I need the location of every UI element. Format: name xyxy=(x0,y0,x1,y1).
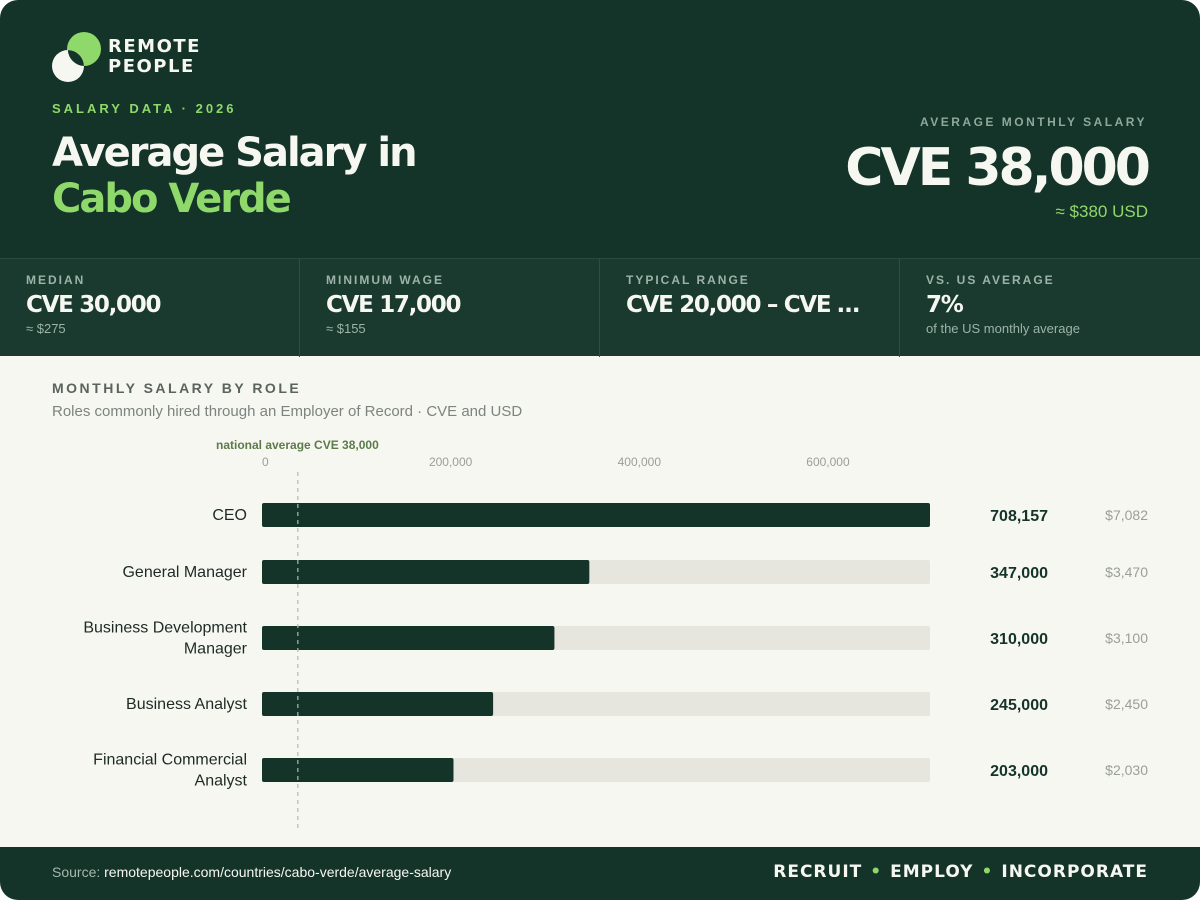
value-label: 203,000 xyxy=(990,763,1048,780)
tagline: RECRUIT • EMPLOY • INCORPORATE xyxy=(773,862,1148,882)
reference-line-label: national average CVE 38,000 xyxy=(216,438,379,452)
eyebrow-label: SALARY DATA · 2026 xyxy=(52,101,237,116)
stat-minimum-wage: MINIMUM WAGE CVE 17,000 ≈ $155 xyxy=(300,259,600,357)
chart-subtitle: Roles commonly hired through an Employer… xyxy=(52,403,523,420)
x-tick-label: 600,000 xyxy=(806,455,850,469)
usd-value-label: $2,450 xyxy=(1105,696,1148,712)
source-note: Source: remotepeople.com/countries/cabo-… xyxy=(52,864,451,880)
stat-sub: ≈ $275 xyxy=(26,321,66,336)
page-title: Average Salary in Cabo Verde xyxy=(52,130,418,222)
category-label: General Manager xyxy=(122,564,247,581)
source-prefix: Source: xyxy=(52,864,101,880)
header: REMOTE PEOPLE SALARY DATA · 2026 Average… xyxy=(0,0,1200,258)
tagline-incorporate: INCORPORATE xyxy=(1001,862,1148,882)
brand-name-line2: PEOPLE xyxy=(108,56,195,77)
usd-value-label: $2,030 xyxy=(1105,762,1148,778)
tagline-employ: EMPLOY xyxy=(890,862,974,882)
value-label: 245,000 xyxy=(990,697,1048,714)
chart-title: MONTHLY SALARY BY ROLE xyxy=(52,380,302,396)
stat-label: VS. US AVERAGE xyxy=(926,273,1055,287)
usd-value-label: $7,082 xyxy=(1105,507,1148,523)
average-salary-usd: ≈ $380 USD xyxy=(1055,202,1149,221)
stat-value: 7% xyxy=(926,292,964,318)
separator-dot-icon: • xyxy=(981,862,994,882)
usd-value-label: $3,470 xyxy=(1105,564,1148,580)
bar xyxy=(262,560,590,584)
page-title-line1: Average Salary in xyxy=(52,130,418,176)
footer: Source: remotepeople.com/countries/cabo-… xyxy=(0,847,1200,900)
x-tick-label: 0 xyxy=(262,455,269,469)
value-label: 347,000 xyxy=(990,565,1048,582)
brand-logo[interactable]: REMOTE PEOPLE xyxy=(52,32,212,84)
stat-sub: of the US monthly average xyxy=(926,321,1080,336)
stat-median: MEDIAN CVE 30,000 ≈ $275 xyxy=(0,259,300,357)
page-title-country: Cabo Verde xyxy=(52,176,292,222)
category-label: Business Development xyxy=(83,620,247,637)
stat-label: TYPICAL RANGE xyxy=(626,273,750,287)
stat-sub: ≈ $155 xyxy=(326,321,366,336)
stat-value: CVE 17,000 xyxy=(326,292,461,318)
bar xyxy=(262,503,930,527)
brand-name-line1: REMOTE xyxy=(108,36,201,57)
stat-value: CVE 20,000 – CVE 150,000 xyxy=(626,292,873,318)
category-label: Business Analyst xyxy=(126,696,248,713)
category-label: CEO xyxy=(212,507,247,524)
value-label: 708,157 xyxy=(990,508,1048,525)
tagline-recruit: RECRUIT xyxy=(773,862,863,882)
stat-label: MINIMUM WAGE xyxy=(326,273,444,287)
bar xyxy=(262,626,555,650)
x-tick-label: 200,000 xyxy=(429,455,473,469)
logo-mark-icon xyxy=(52,32,101,82)
separator-dot-icon: • xyxy=(870,862,883,882)
average-salary-value: CVE 38,000 xyxy=(845,138,1151,198)
stat-value: CVE 30,000 xyxy=(26,292,161,318)
value-label: 310,000 xyxy=(990,631,1048,648)
brand-name: REMOTE PEOPLE xyxy=(108,37,201,77)
stat-label: MEDIAN xyxy=(26,273,86,287)
x-tick-label: 400,000 xyxy=(618,455,662,469)
source-link[interactable]: remotepeople.com/countries/cabo-verde/av… xyxy=(104,864,452,880)
bar xyxy=(262,692,494,716)
bar xyxy=(262,758,454,782)
stats-strip: MEDIAN CVE 30,000 ≈ $275 MINIMUM WAGE CV… xyxy=(0,258,1200,357)
average-salary-label: AVERAGE MONTHLY SALARY xyxy=(919,115,1147,129)
salary-bar-chart: 0 200,000 400,000 600,000 national average C… xyxy=(83,438,1148,828)
category-label: Analyst xyxy=(195,773,248,790)
usd-value-label: $3,100 xyxy=(1105,630,1148,646)
category-label: Manager xyxy=(184,641,248,658)
stat-typical-range: TYPICAL RANGE CVE 20,000 – CVE 150,000 xyxy=(600,259,900,357)
category-label: Financial Commercial xyxy=(93,752,247,769)
stat-vs-us-average: VS. US AVERAGE 7% of the US monthly aver… xyxy=(900,259,1200,357)
